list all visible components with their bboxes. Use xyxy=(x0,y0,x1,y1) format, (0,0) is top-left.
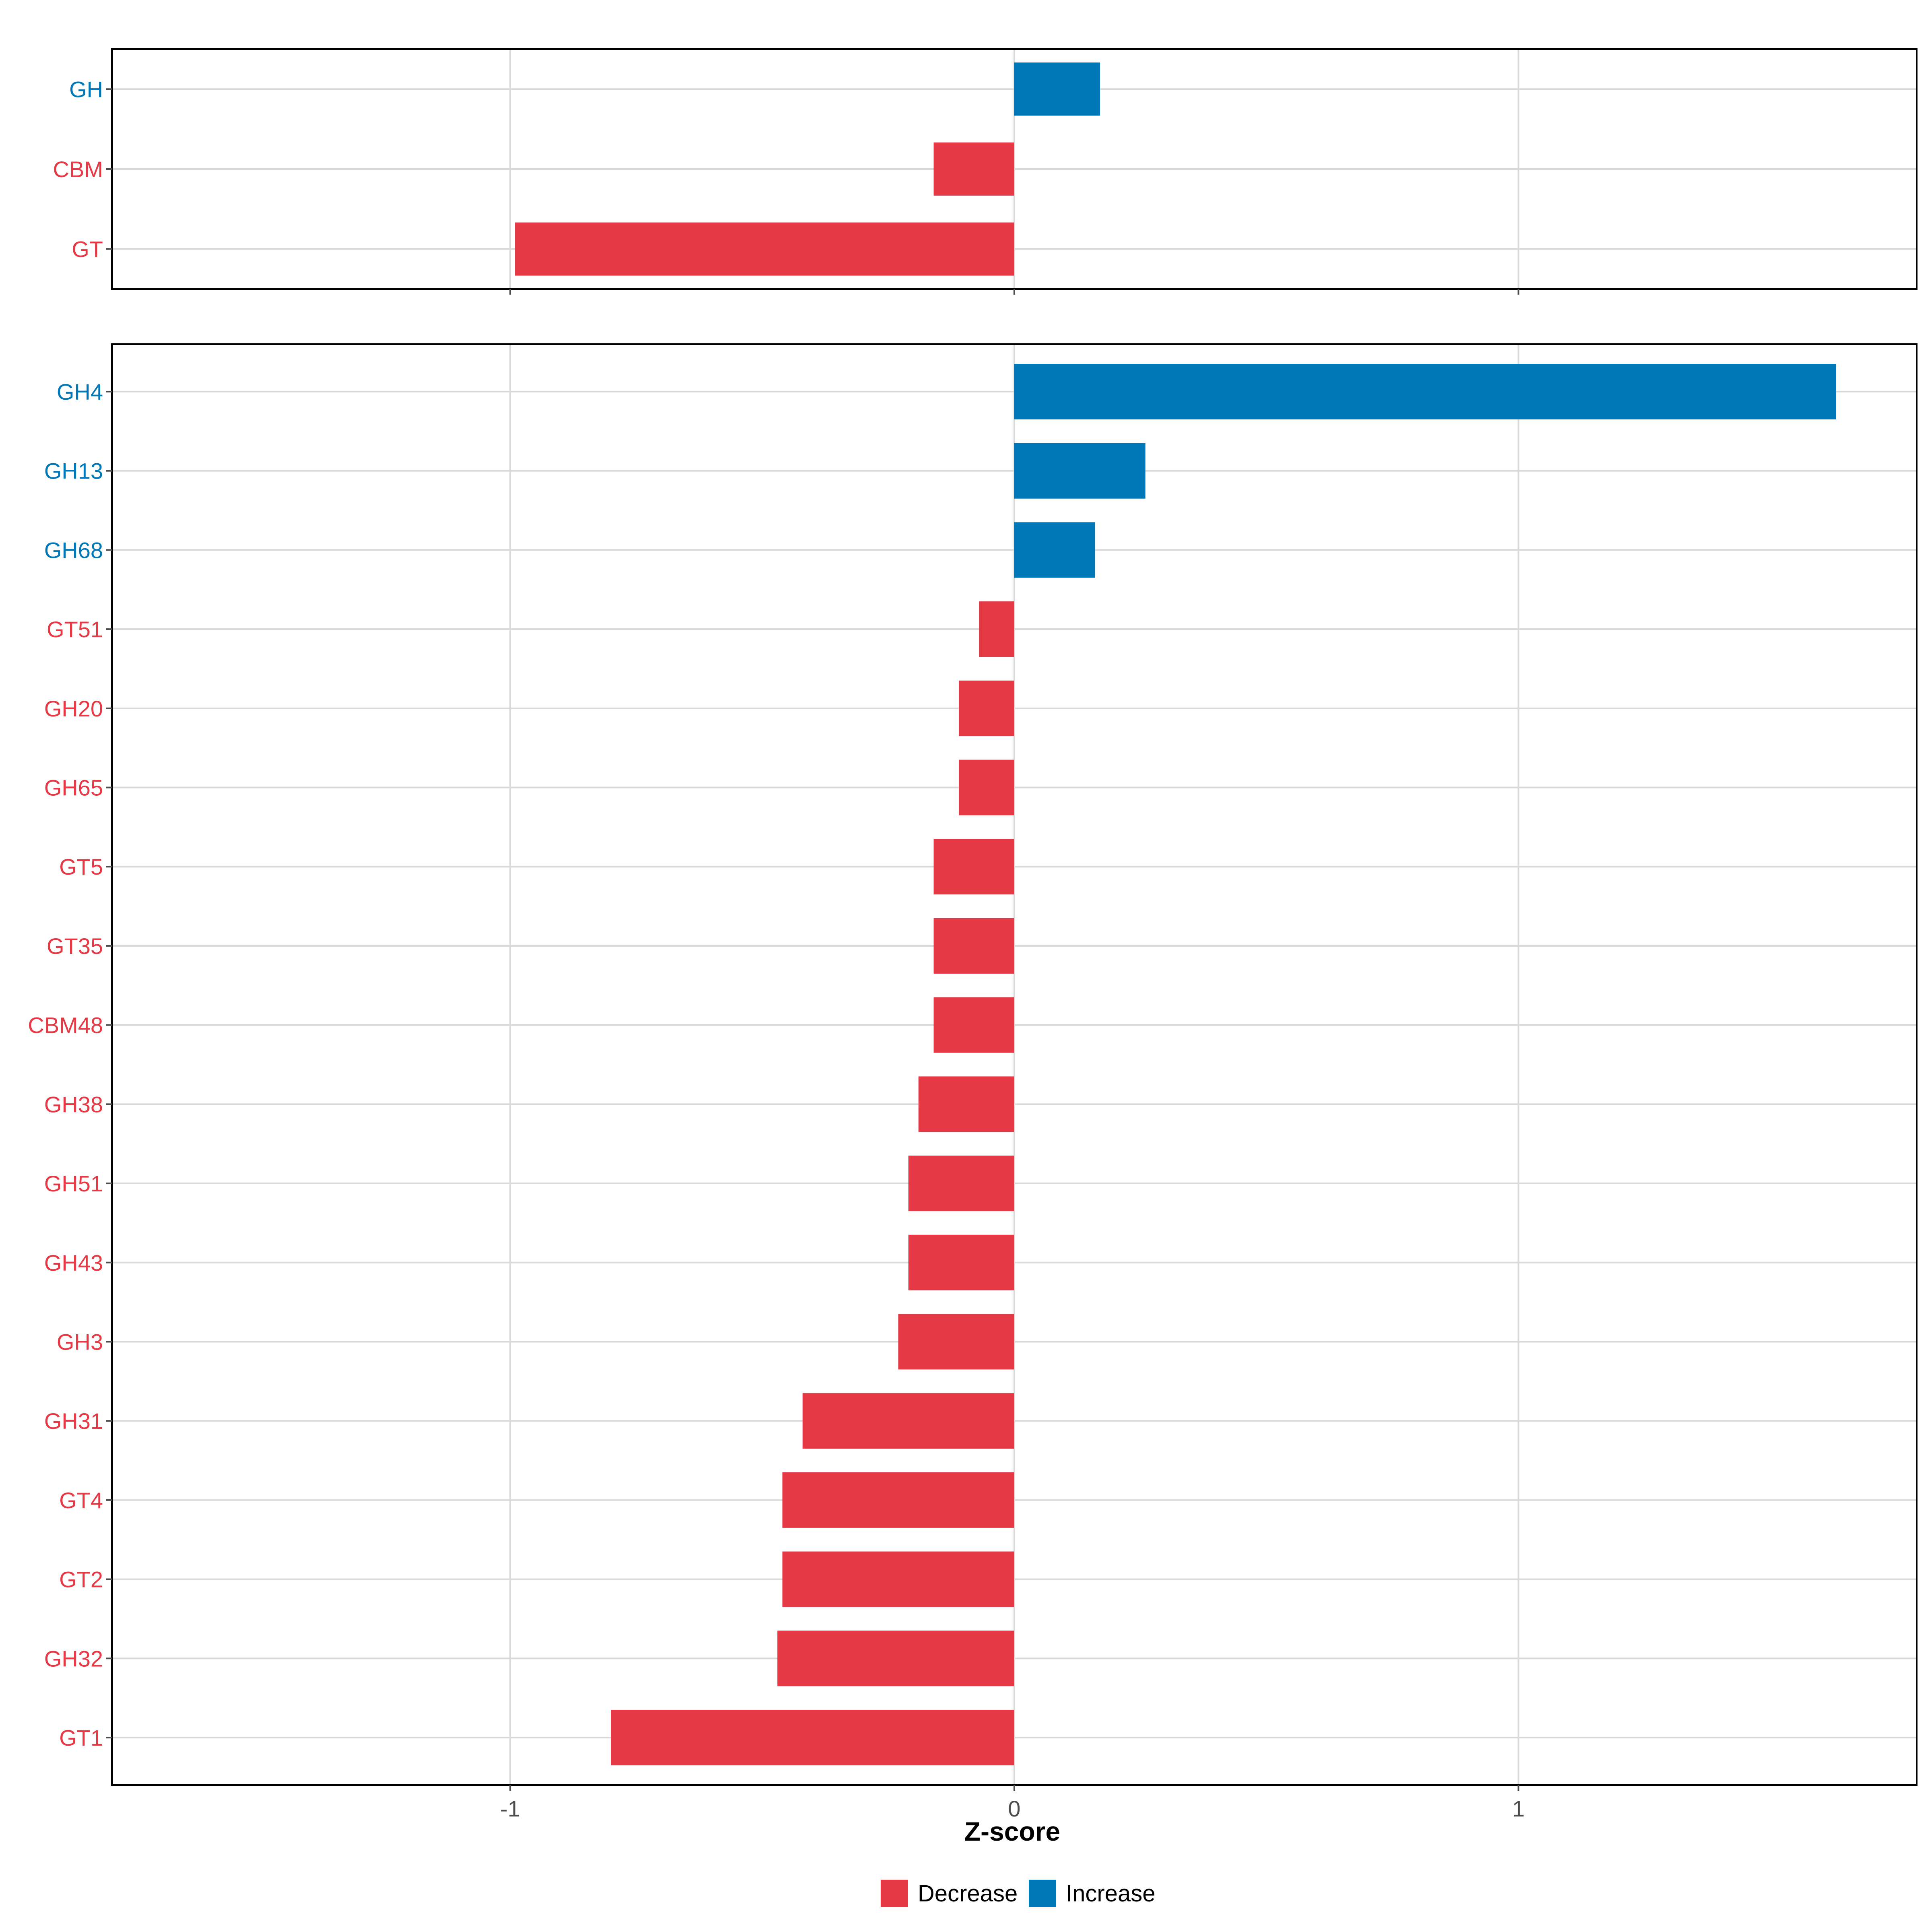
bar-gh38 xyxy=(919,1076,1014,1132)
bottom-panel: GH4 GH13 GH68 GT51 GH20 GH65 GT5 GT35 CBM48 GH38 G… xyxy=(28,343,1918,1821)
bar-gt1 xyxy=(611,1709,1014,1765)
bar-gt2 xyxy=(782,1551,1014,1607)
y-tick-label: GH xyxy=(69,76,103,102)
bar-cbm xyxy=(933,142,1014,196)
y-tick-label: GH38 xyxy=(44,1092,103,1117)
y-tick-label: GH4 xyxy=(57,379,103,405)
top-panel: GH CBM GT xyxy=(53,48,1918,295)
y-tick-label: GH32 xyxy=(44,1646,103,1671)
y-tick-label: CBM xyxy=(53,157,103,182)
bar-gt51 xyxy=(979,601,1014,657)
bar-gt35 xyxy=(933,918,1014,974)
y-tick-label: GT5 xyxy=(59,854,103,879)
legend: Decrease Increase xyxy=(881,1880,1155,1907)
y-tick-label: GH20 xyxy=(44,696,103,721)
bar-gh13 xyxy=(1014,443,1146,499)
y-tick-label: GH65 xyxy=(44,775,103,801)
y-tick-label: GT51 xyxy=(47,617,103,642)
bar-gh20 xyxy=(959,680,1014,736)
y-tick-label: GT xyxy=(72,237,103,262)
x-tick-label: -1 xyxy=(500,1796,520,1821)
bar-gt5 xyxy=(933,839,1014,895)
y-tick-label: GT4 xyxy=(59,1488,103,1513)
legend-swatch-increase xyxy=(1029,1880,1056,1907)
legend-label-decrease: Decrease xyxy=(918,1880,1018,1907)
bar-gh32 xyxy=(777,1631,1014,1686)
y-tick-label: CBM48 xyxy=(28,1013,103,1038)
bar-gt xyxy=(515,222,1014,276)
y-tick-label: GT2 xyxy=(59,1567,103,1592)
x-axis-title: Z-score xyxy=(964,1816,1060,1846)
bar-gh xyxy=(1014,62,1100,116)
y-tick-label: GH51 xyxy=(44,1171,103,1196)
bar-gh31 xyxy=(802,1393,1014,1449)
bar-gh43 xyxy=(908,1234,1014,1290)
bar-gt4 xyxy=(782,1472,1014,1528)
y-tick-label: GH13 xyxy=(44,458,103,484)
bar-gh4 xyxy=(1014,364,1836,420)
bar-cbm48 xyxy=(933,997,1014,1053)
y-tick-label: GH31 xyxy=(44,1408,103,1434)
x-tick-label: 1 xyxy=(1512,1796,1525,1821)
bar-gh3 xyxy=(898,1314,1014,1370)
y-tick-label: GH68 xyxy=(44,537,103,563)
bar-gh65 xyxy=(959,760,1014,815)
bar-gh51 xyxy=(908,1156,1014,1212)
bar-gh68 xyxy=(1014,522,1095,578)
y-tick-label: GT35 xyxy=(47,933,103,959)
y-tick-label: GH43 xyxy=(44,1250,103,1276)
y-tick-label: GT1 xyxy=(59,1725,103,1750)
y-tick-label: GH3 xyxy=(57,1329,103,1354)
x-tick-label: 0 xyxy=(1008,1796,1020,1821)
legend-swatch-decrease xyxy=(881,1880,908,1907)
legend-label-increase: Increase xyxy=(1066,1880,1155,1907)
